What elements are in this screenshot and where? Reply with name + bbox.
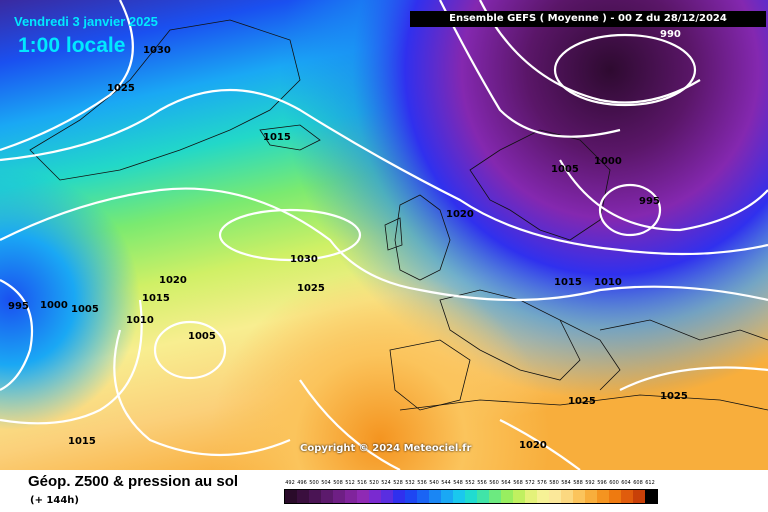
legend-swatch	[465, 490, 477, 503]
legend-swatch	[309, 490, 321, 503]
legend-label: 492	[285, 480, 295, 486]
legend-swatch	[585, 490, 597, 503]
copyright-text: Copyright © 2024 Meteociel.fr	[300, 443, 472, 454]
legend-label: 580	[549, 480, 559, 486]
isobar-label: 990	[660, 29, 681, 40]
legend-label: 512	[345, 480, 355, 486]
isobar-label: 995	[639, 196, 660, 207]
legend-label: 584	[561, 480, 571, 486]
legend-swatch	[525, 490, 537, 503]
legend-swatch	[501, 490, 513, 503]
legend-swatch	[297, 490, 309, 503]
legend-label: 548	[453, 480, 463, 486]
legend-label: 600	[609, 480, 619, 486]
legend-swatch	[381, 490, 393, 503]
legend-swatch	[369, 490, 381, 503]
legend-label: 540	[429, 480, 439, 486]
forecast-time: 1:00 locale	[18, 34, 126, 57]
legend-label: 608	[633, 480, 643, 486]
legend-label: 556	[477, 480, 487, 486]
legend-label: 544	[441, 480, 451, 486]
isobar-label: 1025	[297, 283, 325, 294]
isobar-label: 1015	[68, 436, 96, 447]
legend-label: 572	[525, 480, 535, 486]
legend-label: 588	[573, 480, 583, 486]
isobar-label: 1005	[551, 164, 579, 175]
legend-swatch	[537, 490, 549, 503]
legend-label: 508	[333, 480, 343, 486]
isobar-label: 1020	[519, 440, 547, 451]
legend-swatch	[393, 490, 405, 503]
coastlines	[29, 19, 768, 411]
legend-label: 536	[417, 480, 427, 486]
lead-time: (+ 144h)	[30, 495, 79, 506]
product-title: Géop. Z500 & pression au sol	[28, 473, 239, 490]
weather-map: 1030 1025 1015 990 1000 1005 995 1020 10…	[0, 0, 768, 470]
legend-label: 524	[381, 480, 391, 486]
isobar-label: 1015	[554, 277, 582, 288]
legend-swatch	[429, 490, 441, 503]
legend-swatch	[561, 490, 573, 503]
legend-swatch	[285, 490, 297, 503]
legend-swatch	[345, 490, 357, 503]
legend-swatch	[597, 490, 609, 503]
legend-swatch	[489, 490, 501, 503]
legend-label: 528	[393, 480, 403, 486]
legend-swatch	[321, 490, 333, 503]
isobar-lines	[0, 0, 768, 470]
map-canvas: 1030 1025 1015 990 1000 1005 995 1020 10…	[0, 0, 768, 470]
legend-swatch	[621, 490, 633, 503]
legend-label: 552	[465, 480, 475, 486]
legend-label: 520	[369, 480, 379, 486]
legend-swatch	[633, 490, 645, 503]
isobar-label: 1020	[446, 209, 474, 220]
legend-label: 596	[597, 480, 607, 486]
legend-label: 504	[321, 480, 331, 486]
legend-swatch	[441, 490, 453, 503]
isobar-label: 1030	[290, 254, 318, 265]
isobar-label: 1000	[594, 156, 622, 167]
legend-swatch	[549, 490, 561, 503]
isobar-label: 1010	[594, 277, 622, 288]
isobar-label: 1025	[660, 391, 688, 402]
legend-swatch	[573, 490, 585, 503]
legend-label: 516	[357, 480, 367, 486]
legend-swatch	[453, 490, 465, 503]
isobar-label: 1025	[568, 396, 596, 407]
legend-swatch	[333, 490, 345, 503]
legend-swatch	[405, 490, 417, 503]
legend-label: 532	[405, 480, 415, 486]
legend-label: 496	[297, 480, 307, 486]
isobar-label: 1005	[71, 304, 99, 315]
legend-label: 612	[645, 480, 655, 486]
isobar-label: 1025	[107, 83, 135, 94]
legend-label: 568	[513, 480, 523, 486]
isobar-label: 995	[8, 301, 29, 312]
legend-swatch	[477, 490, 489, 503]
isobar-label: 1030	[143, 45, 171, 56]
legend-swatch	[609, 490, 621, 503]
legend-swatch	[357, 490, 369, 503]
model-info-bar: Ensemble GEFS ( Moyenne ) - 00 Z du 28/1…	[410, 11, 766, 27]
color-scale-legend	[284, 489, 658, 504]
legend-swatch	[645, 490, 657, 503]
isobar-label: 1020	[159, 275, 187, 286]
isobar-label: 1015	[263, 132, 291, 143]
isobar-label: 1015	[142, 293, 170, 304]
legend-label: 564	[501, 480, 511, 486]
legend-label: 592	[585, 480, 595, 486]
legend-label: 576	[537, 480, 547, 486]
isobar-label: 1010	[126, 315, 154, 326]
legend-swatch	[417, 490, 429, 503]
legend-label: 560	[489, 480, 499, 486]
legend-swatch	[513, 490, 525, 503]
forecast-date: Vendredi 3 janvier 2025	[14, 14, 158, 29]
isobar-label: 1005	[188, 331, 216, 342]
legend-label: 604	[621, 480, 631, 486]
isobar-labels: 1030 1025 1015 990 1000 1005 995 1020 10…	[8, 29, 688, 451]
isobar-label: 1000	[40, 300, 68, 311]
footer: Géop. Z500 & pression au sol (+ 144h) 49…	[0, 470, 768, 512]
legend-label: 500	[309, 480, 319, 486]
